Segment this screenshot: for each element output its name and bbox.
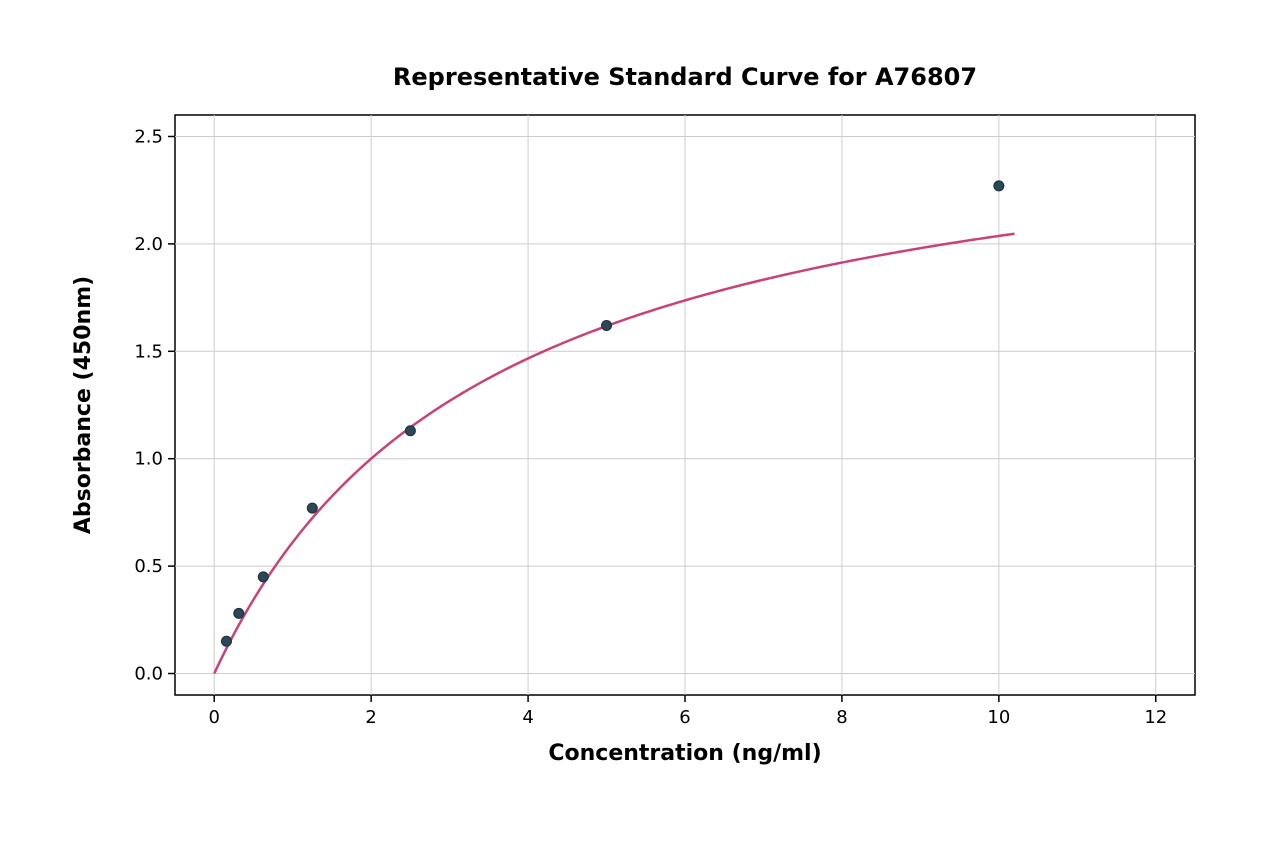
data-point xyxy=(405,426,415,436)
y-axis-label: Absorbance (450nm) xyxy=(71,276,96,534)
y-tick-label: 2.0 xyxy=(134,234,163,255)
y-tick-label: 0.0 xyxy=(134,664,163,685)
x-tick-label: 2 xyxy=(365,707,376,728)
x-tick-label: 12 xyxy=(1144,707,1167,728)
chart-container: 0 2 4 6 8 10 12 0.0 0.5 1.0 1.5 2.0 2.5 Representat… xyxy=(0,0,1280,845)
data-point xyxy=(307,503,317,513)
y-tick-label: 1.0 xyxy=(134,449,163,470)
x-tick-label: 6 xyxy=(679,707,690,728)
standard-curve-chart: 0 2 4 6 8 10 12 0.0 0.5 1.0 1.5 2.0 2.5 Representat… xyxy=(0,0,1280,845)
chart-title: Representative Standard Curve for A76807 xyxy=(393,63,977,91)
x-tick-label: 4 xyxy=(522,707,533,728)
data-point xyxy=(221,636,231,646)
x-tick-label: 0 xyxy=(209,707,220,728)
data-point xyxy=(258,572,268,582)
data-point xyxy=(234,608,244,618)
y-tick-label: 2.5 xyxy=(134,126,163,147)
chart-background xyxy=(0,0,1280,845)
data-point xyxy=(994,181,1004,191)
y-tick-label: 1.5 xyxy=(134,341,163,362)
x-axis-label: Concentration (ng/ml) xyxy=(548,741,821,766)
y-tick-label: 0.5 xyxy=(134,556,163,577)
x-tick-label: 8 xyxy=(836,707,847,728)
data-point xyxy=(602,321,612,331)
x-tick-label: 10 xyxy=(987,707,1010,728)
